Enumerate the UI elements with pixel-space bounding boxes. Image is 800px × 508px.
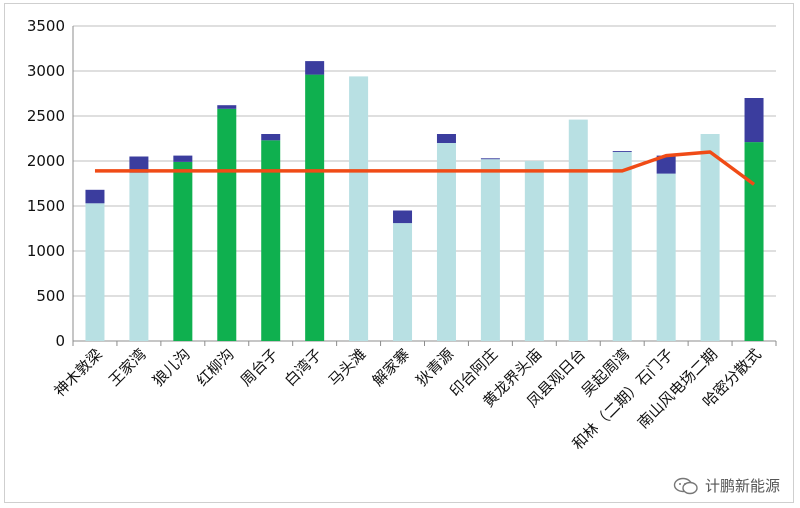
bar-base [612, 152, 632, 341]
x-category-label: 白湾子 [281, 345, 326, 390]
y-tick-label: 2500 [27, 107, 65, 125]
y-tick-label: 1000 [27, 242, 65, 260]
bar-base [85, 203, 105, 341]
bar-base [217, 108, 237, 341]
x-category-label: 神木敦梁 [51, 345, 106, 400]
bar-top [173, 155, 193, 162]
bar-base [261, 140, 281, 341]
bar-base [656, 173, 676, 341]
bar-top [744, 98, 764, 143]
watermark-text: 计鹏新能源 [704, 477, 780, 495]
y-tick-label: 3000 [27, 62, 65, 80]
bar-base [349, 76, 369, 342]
bar-top [305, 61, 325, 75]
x-category-label: 狼儿沟 [149, 345, 194, 390]
bar-top [656, 155, 676, 174]
bar-base [568, 119, 588, 341]
bar-base [436, 143, 456, 341]
bar-top [612, 151, 632, 152]
bar-top [261, 134, 281, 141]
bar-top [217, 105, 237, 109]
y-tick-label: 3500 [27, 17, 65, 35]
bar-base [744, 142, 764, 341]
wechat-icon [673, 477, 698, 494]
bar-base [480, 159, 500, 341]
bar-top [85, 189, 105, 204]
bar-top [393, 210, 413, 224]
bar-base [524, 161, 544, 341]
x-category-label: 红柳沟 [193, 345, 238, 390]
bar-base [173, 161, 193, 341]
x-category-label: 王家湾 [105, 345, 150, 390]
bar-base [129, 172, 149, 341]
bar-base [393, 223, 413, 341]
y-tick-label: 2000 [27, 152, 65, 170]
watermark: 计鹏新能源 [673, 475, 780, 496]
x-category-label: 马头滩 [325, 345, 370, 390]
x-category-label: 解家寨 [369, 345, 414, 390]
line-series [94, 150, 756, 186]
y-tick-label: 500 [36, 287, 65, 305]
y-tick-label: 1500 [27, 197, 65, 215]
x-category-label: 周台子 [237, 345, 282, 390]
y-tick-label: 0 [55, 332, 65, 350]
bar-top [436, 134, 456, 143]
bar-base [700, 134, 720, 341]
bar-top [129, 156, 149, 173]
bar-top [480, 158, 500, 160]
bar-base [305, 74, 325, 341]
